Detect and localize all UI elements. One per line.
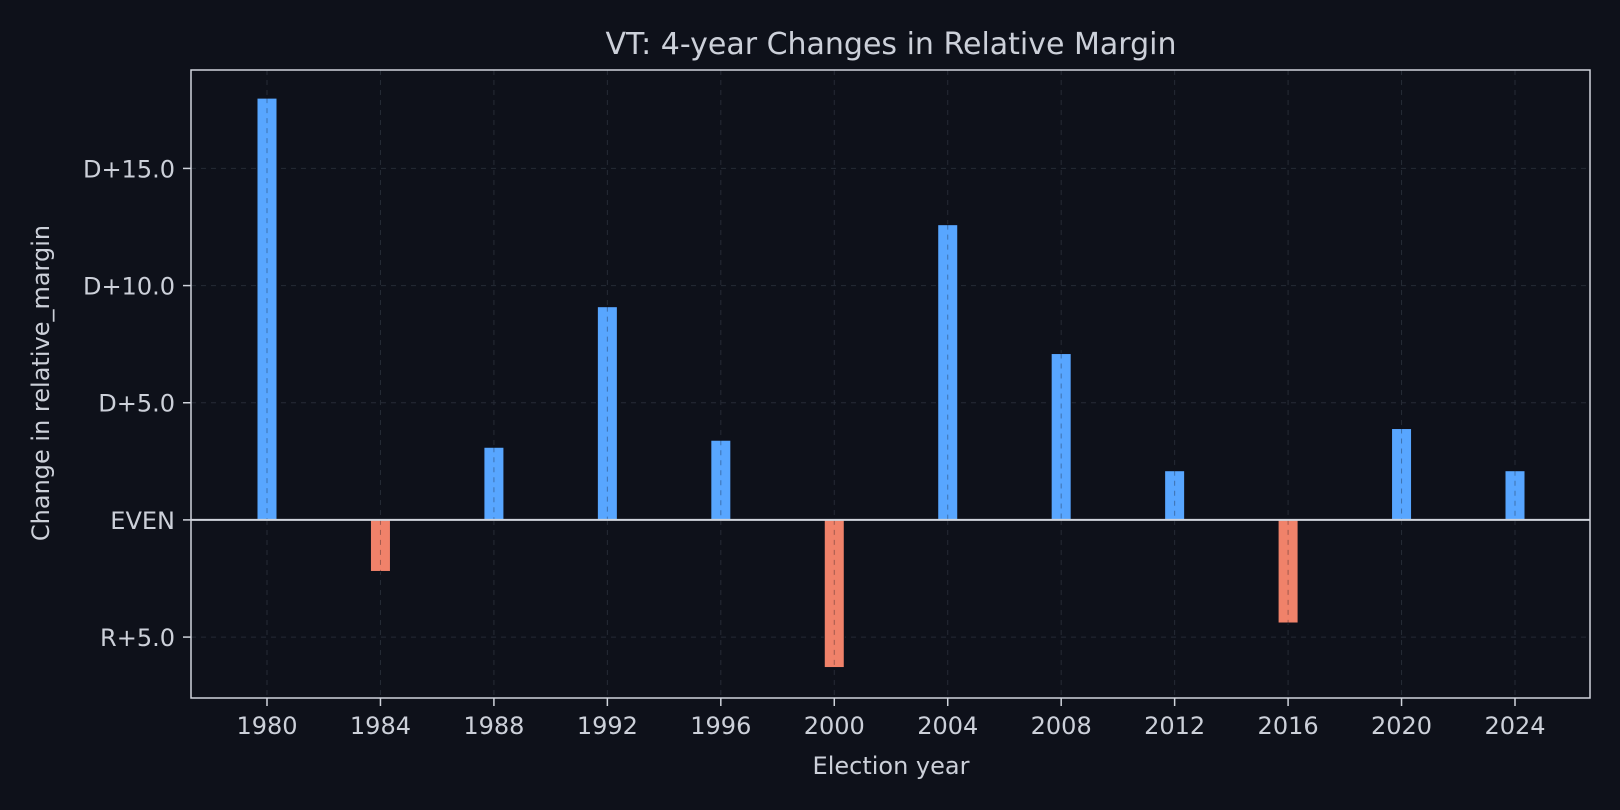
grid-lines [191,70,1590,698]
x-tick-label: 2024 [1484,712,1545,740]
y-tick-label: D+15.0 [83,155,175,183]
x-tick-label: 2012 [1144,712,1205,740]
x-tick-label: 1980 [236,712,297,740]
x-tick-label: 2016 [1258,712,1319,740]
x-tick-label: 1984 [350,712,411,740]
x-tick-label: 2008 [1031,712,1092,740]
y-tick-label: EVEN [110,507,175,535]
x-tick-label: 2000 [804,712,865,740]
x-tick-label: 1996 [690,712,751,740]
y-tick-label: D+5.0 [98,390,175,418]
y-tick-label: D+10.0 [83,273,175,301]
x-axis-label: Election year [813,752,970,780]
x-tick-label: 2020 [1371,712,1432,740]
y-tick-label: R+5.0 [100,624,175,652]
axis-ticks: D+15.0 D+10.0 D+5.0 EVEN R+5.0 1980 1984 1988 19… [83,155,1546,740]
x-tick-label: 2004 [917,712,978,740]
x-tick-label: 1988 [463,712,524,740]
bars [256,97,1526,669]
y-axis-label: Change in relative_margin [27,225,55,541]
plot-frame [190,69,1591,699]
x-tick-label: 1992 [577,712,638,740]
chart-title: VT: 4-year Changes in Relative Margin [606,27,1177,62]
